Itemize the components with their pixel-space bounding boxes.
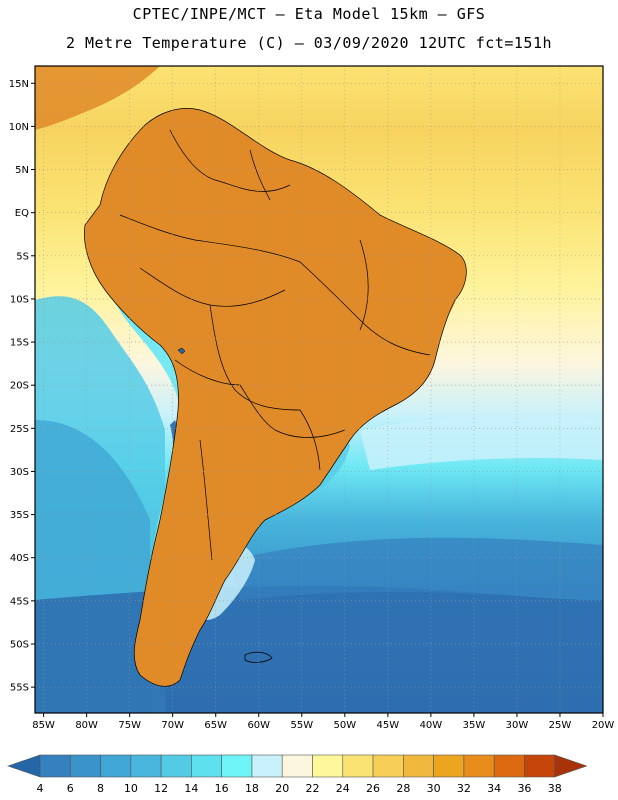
colorbar-swatch: [493, 754, 525, 778]
colorbar-label: 30: [427, 782, 441, 795]
colorbar-label: 4: [37, 782, 44, 795]
lat-tick-label: 20S: [10, 381, 29, 392]
lon-tick-label: 65W: [204, 720, 227, 731]
lat-lon-grid: [31, 66, 604, 717]
colorbar-label: 34: [487, 782, 501, 795]
lat-tick-label: 10S: [10, 294, 29, 305]
colorbar-label: 6: [67, 782, 74, 795]
colorbar-label: 10: [124, 782, 138, 795]
lon-tick-label: 45W: [377, 720, 400, 731]
longitude-labels: 85W 80W 75W 70W 65W 60W 55W 50W 45W 40W 35W 30W 25W 2…: [32, 720, 614, 731]
colorbar-label: 18: [245, 782, 259, 795]
colorbar-label: 16: [215, 782, 229, 795]
lon-tick-label: 25W: [549, 720, 572, 731]
central-america-land: [35, 66, 160, 130]
colorbar-label: 12: [154, 782, 168, 795]
south-atlantic-cool-water: [230, 537, 603, 600]
colorbar-swatch: [312, 754, 344, 778]
lat-tick-label: 40S: [10, 553, 29, 564]
colorbar-swatch: [251, 754, 283, 778]
colorbar-swatch: [69, 754, 101, 778]
lon-tick-label: 75W: [118, 720, 141, 731]
colorbar-swatch: [100, 754, 132, 778]
colorbar-swatch: [160, 754, 192, 778]
lat-tick-label: 45S: [10, 596, 29, 607]
colorbar-label: 24: [336, 782, 350, 795]
lat-tick-label: 50S: [10, 639, 29, 650]
colorbar-label: 32: [457, 782, 471, 795]
temperature-colorbar: 4 6 8 10 12 14 16 18 20 22 24 26 28 30 32 34 36 38: [7, 754, 588, 795]
lat-tick-label: EQ: [15, 208, 29, 219]
colorbar-label: 22: [306, 782, 320, 795]
colorbar-label: 26: [366, 782, 380, 795]
lat-tick-label: 5S: [16, 251, 29, 262]
colorbar-swatch: [281, 754, 313, 778]
colorbar-swatch: [130, 754, 162, 778]
lon-tick-label: 20W: [592, 720, 615, 731]
lat-tick-label: 55S: [10, 683, 29, 694]
colorbar-label: 38: [548, 782, 562, 795]
colorbar-label: 28: [396, 782, 410, 795]
lat-tick-label: 15S: [10, 338, 29, 349]
lon-tick-label: 60W: [247, 720, 270, 731]
colorbar-label: 14: [184, 782, 198, 795]
colorbar-label: 20: [275, 782, 289, 795]
south-atlantic-pale-band: [360, 414, 603, 470]
lon-tick-label: 80W: [75, 720, 98, 731]
lake-titicaca: [177, 347, 186, 355]
colorbar-swatch: [403, 754, 434, 778]
map-title-line-2: 2 Metre Temperature (C) – 03/09/2020 12U…: [65, 34, 553, 52]
colorbar-swatch: [524, 754, 556, 778]
lon-tick-label: 55W: [290, 720, 313, 731]
lat-tick-label: 10N: [9, 122, 29, 133]
colorbar-label: 8: [97, 782, 104, 795]
lat-tick-label: 25S: [10, 424, 29, 435]
lon-tick-label: 40W: [420, 720, 443, 731]
colorbar-swatch: [372, 754, 404, 778]
lat-tick-label: 5N: [15, 165, 29, 176]
colorbar-swatch: [463, 754, 495, 778]
latitude-labels: 15N 10N 5N EQ 5S 10S 15S 20S 25S 30S 35S 40S 45S 50S 5…: [9, 79, 29, 694]
lon-tick-label: 50W: [334, 720, 357, 731]
falkland-islands: [244, 651, 273, 663]
lat-tick-label: 30S: [10, 467, 29, 478]
colorbar-label: 36: [517, 782, 531, 795]
lon-tick-label: 30W: [506, 720, 529, 731]
lat-tick-label: 15N: [9, 79, 29, 90]
colorbar-high-arrow: [554, 754, 588, 778]
lon-tick-label: 85W: [32, 720, 55, 731]
colorbar-swatch: [342, 754, 374, 778]
colorbar-swatch: [221, 754, 253, 778]
colorbar-low-arrow: [7, 754, 41, 778]
map-frame: [34, 65, 604, 714]
lat-tick-label: 35S: [10, 510, 29, 521]
lon-tick-label: 35W: [463, 720, 486, 731]
colorbar-swatch: [191, 754, 222, 778]
lon-tick-label: 70W: [161, 720, 184, 731]
map-title-line-1: CPTEC/INPE/MCT – Eta Model 15km – GFS: [132, 5, 486, 23]
colorbar-swatch: [433, 754, 465, 778]
country-borders: [83, 107, 467, 687]
southern-ocean-water: [35, 585, 603, 713]
colorbar-swatch: [39, 754, 71, 778]
